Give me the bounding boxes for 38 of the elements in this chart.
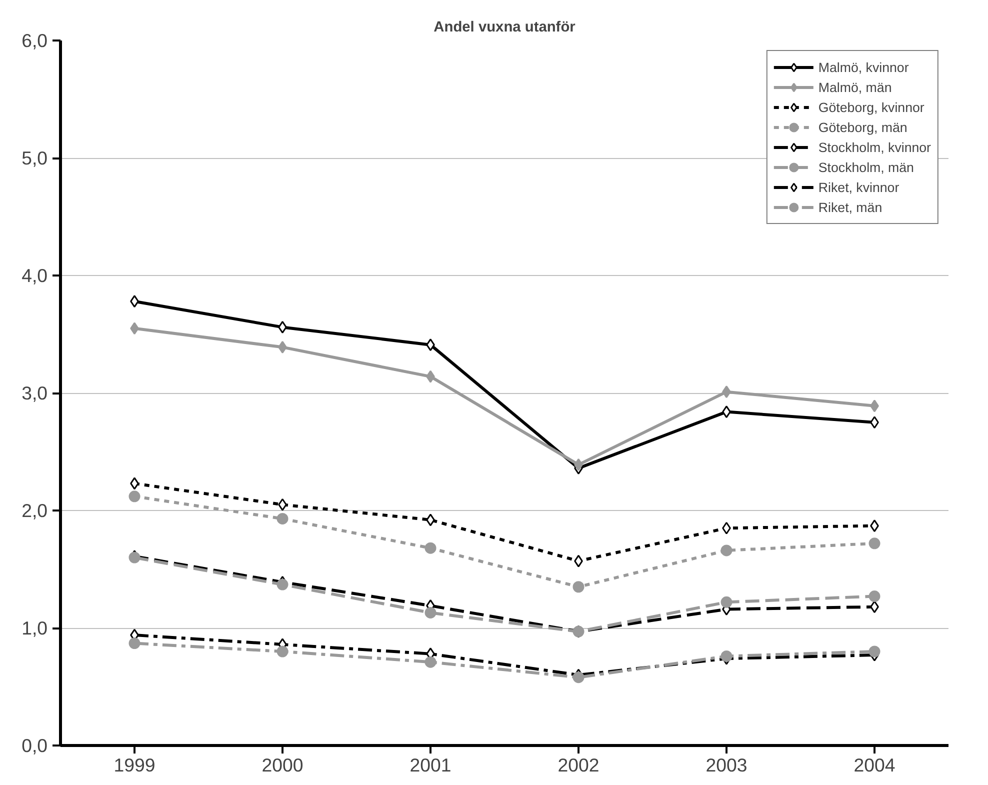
point <box>572 581 584 593</box>
legend-label: Riket, män <box>818 200 882 214</box>
y-tick-label: 4,0 <box>22 265 48 286</box>
point <box>720 544 732 556</box>
legend-label: Göteborg, män <box>818 120 908 134</box>
x-tick-label: 2004 <box>854 754 896 776</box>
point <box>868 646 880 658</box>
point <box>276 646 288 658</box>
y-tick-label: 0,0 <box>22 735 48 756</box>
point <box>128 490 140 502</box>
y-tick-label: 3,0 <box>22 382 48 404</box>
point <box>720 650 732 662</box>
y-tick-label: 6,0 <box>22 30 48 51</box>
point <box>424 656 436 668</box>
point <box>128 638 140 650</box>
point <box>868 538 880 550</box>
point <box>276 578 288 590</box>
point <box>424 606 436 618</box>
point <box>572 672 584 684</box>
x-tick-label: 1999 <box>114 754 156 776</box>
legend-label: Riket, kvinnor <box>818 180 900 194</box>
y-tick-label: 5,0 <box>22 148 48 168</box>
x-tick-label: 2002 <box>558 754 600 776</box>
point <box>868 590 880 602</box>
y-tick-label: 1,0 <box>22 618 48 638</box>
chart-title: Andel vuxna utanför <box>434 20 576 36</box>
point <box>276 512 288 524</box>
x-tick-label: 2003 <box>706 754 748 776</box>
point <box>424 542 436 554</box>
legend-label: Göteborg, kvinnor <box>818 100 924 114</box>
legend-label: Malmö, kvinnor <box>818 60 909 74</box>
legend-label: Stockholm, kvinnor <box>818 140 931 154</box>
x-tick-label: 2001 <box>410 754 452 776</box>
x-tick-label: 2000 <box>262 754 304 776</box>
y-tick-label: 2,0 <box>22 500 48 521</box>
legend-label: Malmö, män <box>818 80 892 94</box>
legend-label: Stockholm, män <box>818 160 914 174</box>
point <box>720 596 732 608</box>
